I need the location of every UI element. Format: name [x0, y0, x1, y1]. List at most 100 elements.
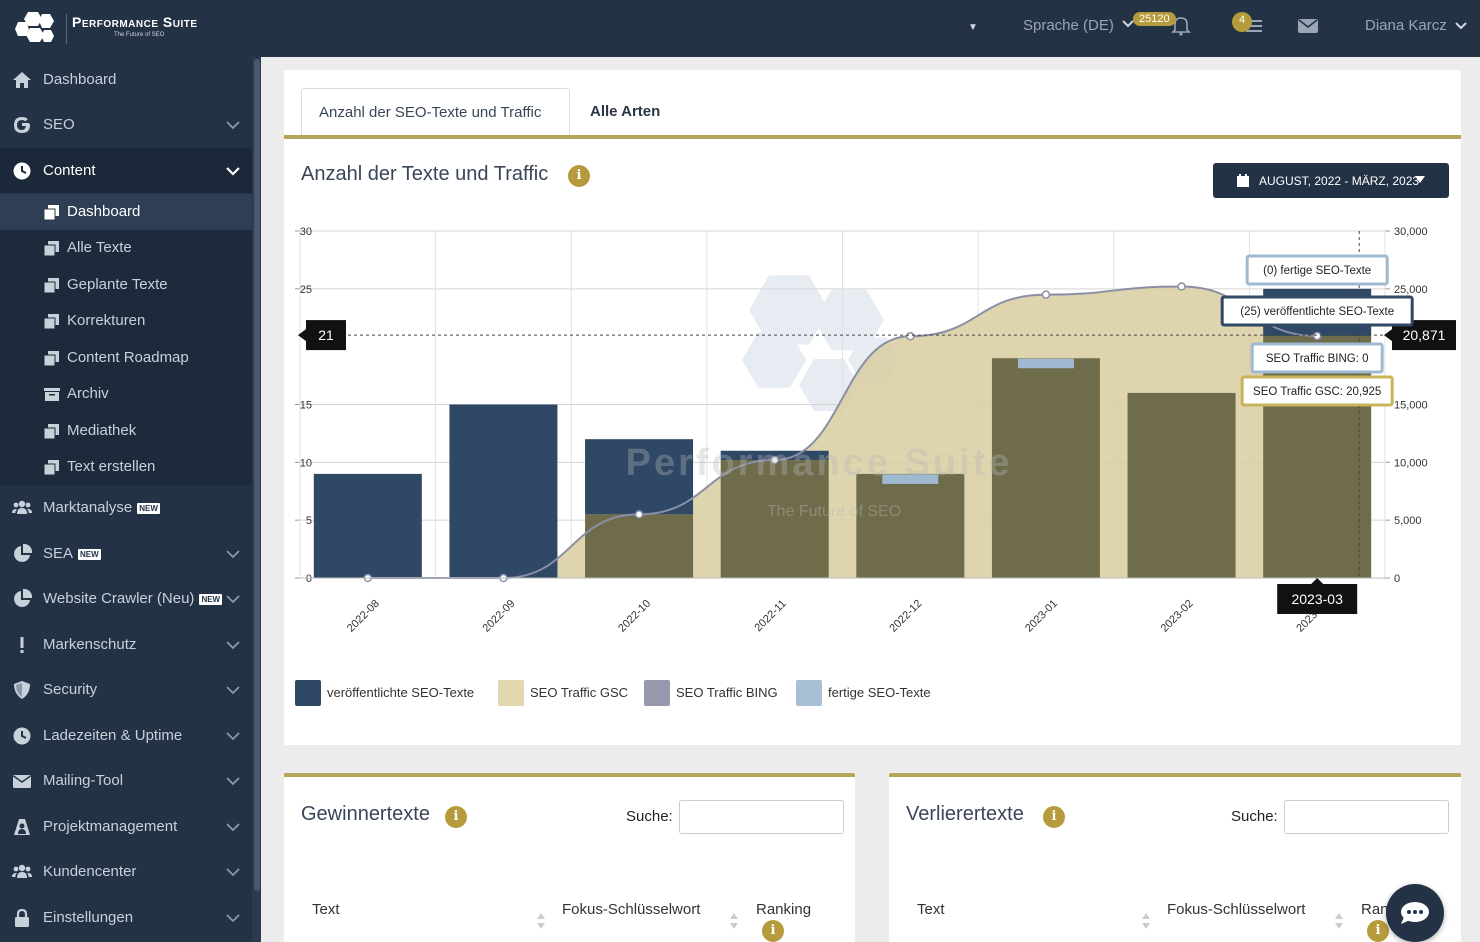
sidebar-item-markenschutz[interactable]: Markenschutz: [0, 622, 252, 667]
sidebar-item-marktanalyse[interactable]: Marktanalyse NEW: [0, 485, 252, 530]
sidebar-item-einstellungen[interactable]: Einstellungen: [0, 895, 252, 940]
tab-label: Anzahl der SEO-Texte und Traffic: [319, 104, 542, 121]
tooltip-label: (25) veröffentlichte SEO-Texte: [1240, 306, 1394, 318]
bar-published: [313, 473, 422, 578]
top-bar: Performance Suite The Future of SEO ▼ Sp…: [0, 0, 1480, 57]
envelope-icon[interactable]: [1297, 18, 1319, 34]
submenu-item-alle-texte[interactable]: Alle Texte: [0, 230, 252, 266]
chevron-down-icon: [226, 914, 240, 923]
losers-card: Verlierertexte i Suche: Text Fokus-Schlü…: [889, 773, 1461, 942]
left-tick-label: 0: [306, 573, 312, 585]
watermark-text: Performance Suite: [626, 442, 1013, 484]
sort-icon[interactable]: [536, 912, 546, 930]
user-menu[interactable]: Diana Karcz: [1365, 17, 1447, 34]
column-header-keyword[interactable]: Fokus-Schlüsselwort: [1167, 901, 1306, 918]
legend-swatch: [498, 680, 524, 706]
copy-icon: [44, 241, 59, 256]
people-icon: [14, 819, 30, 835]
watermark-hexagon: [749, 275, 829, 345]
info-icon[interactable]: i: [1043, 806, 1065, 828]
chevron-down-icon: [226, 823, 240, 832]
info-icon[interactable]: i: [445, 806, 467, 828]
sort-icon[interactable]: [1141, 912, 1151, 930]
search-label: Suche:: [626, 808, 673, 825]
submenu-item-content-roadmap[interactable]: Content Roadmap: [0, 340, 252, 376]
bar-finished: [882, 474, 939, 484]
column-header-text[interactable]: Text: [312, 901, 340, 918]
submenu-item-label: Korrekturen: [67, 312, 146, 329]
crosshair-x-label: 2023-03: [1291, 591, 1343, 607]
crosshair-left-arrow: [298, 329, 306, 342]
archive-icon: [44, 388, 60, 401]
x-tick-label: 2023-02: [1159, 598, 1196, 635]
copy-icon: [44, 205, 59, 220]
x-tick-label: 2022-12: [887, 598, 924, 635]
sidebar-item-kundencenter[interactable]: Kundencenter: [0, 849, 252, 894]
column-header-text[interactable]: Text: [917, 901, 945, 918]
submenu-item-mediathek[interactable]: Mediathek: [0, 413, 252, 449]
chat-button[interactable]: [1386, 884, 1444, 942]
tooltip-label: SEO Traffic BING: 0: [1266, 353, 1369, 365]
x-tick-label: 2022-10: [616, 598, 653, 635]
task-list-icon[interactable]: [1240, 16, 1264, 36]
sidebar: Dashboard SEO Content Dashboard Alle Tex…: [0, 57, 261, 942]
language-selector[interactable]: Sprache (DE): [1023, 17, 1114, 34]
right-tick-label: 5,000: [1394, 515, 1422, 527]
sidebar-item-ladezeiten[interactable]: Ladezeiten & Uptime: [0, 713, 252, 758]
sidebar-item-security[interactable]: Security: [0, 667, 252, 712]
sidebar-item-seo[interactable]: SEO: [0, 102, 252, 147]
submenu-item-dashboard[interactable]: Dashboard: [0, 194, 252, 230]
bar-published: [720, 450, 829, 461]
chart-title: Anzahl der Texte und Traffic: [301, 163, 549, 185]
sidebar-item-mailing-tool[interactable]: Mailing-Tool: [0, 758, 252, 803]
sidebar-item-content[interactable]: Content: [0, 148, 252, 193]
date-range-button[interactable]: AUGUST, 2022 - MÄRZ, 2023: [1213, 163, 1449, 198]
sidebar-item-website-crawler[interactable]: Website Crawler (Neu) NEW: [0, 576, 252, 621]
users-icon: [12, 500, 32, 514]
submenu-item-geplante-texte[interactable]: Geplante Texte: [0, 267, 252, 303]
sidebar-item-label: Markenschutz: [43, 636, 137, 653]
bar-finished: [1017, 358, 1074, 369]
gsc-data-point: [1177, 282, 1186, 291]
winners-search-input[interactable]: [679, 800, 844, 834]
sidebar-item-projektmanagement[interactable]: Projektmanagement: [0, 804, 252, 849]
logo[interactable]: Performance Suite The Future of SEO: [14, 10, 244, 50]
gsc-data-point: [770, 455, 779, 465]
column-header-ranking[interactable]: Ranking: [756, 901, 812, 918]
sidebar-item-sea[interactable]: SEA NEW: [0, 531, 252, 576]
notification-badge[interactable]: 25120: [1133, 12, 1176, 26]
column-header-keyword[interactable]: Fokus-Schlüsselwort: [562, 901, 701, 918]
sidebar-scrollbar-thumb[interactable]: [254, 59, 260, 891]
info-icon[interactable]: i: [762, 920, 784, 942]
gsc-data-point: [1312, 331, 1322, 341]
submenu-item-archiv[interactable]: Archiv: [0, 376, 252, 412]
caret-down-icon[interactable]: ▼: [968, 22, 978, 33]
column-header-ranking[interactable]: Ran: [1361, 901, 1389, 918]
task-badge[interactable]: 4: [1232, 12, 1252, 32]
bar-published: [585, 514, 694, 578]
info-icon[interactable]: i: [1367, 920, 1389, 942]
chevron-down-icon: [226, 686, 240, 695]
sort-icon[interactable]: [1334, 912, 1344, 930]
chevron-down-icon[interactable]: [1455, 20, 1467, 32]
submenu-item-label: Text erstellen: [67, 458, 156, 475]
tab-seo-texte-traffic[interactable]: Anzahl der SEO-Texte und Traffic: [301, 88, 570, 136]
submenu-item-korrekturen[interactable]: Korrekturen: [0, 303, 252, 339]
sort-icon[interactable]: [729, 912, 739, 930]
chevron-down-icon: [226, 732, 240, 741]
traffic-chart[interactable]: 0 0 5 5,000 10 10,000 15 15,000 25 25,000 30 30,000…: [284, 210, 1461, 650]
crosshair-right-arrow: [1384, 329, 1392, 342]
tooltip-label: SEO Traffic GSC: 20,925: [1253, 386, 1381, 398]
crosshair-right-label: 20,871: [1403, 327, 1446, 343]
logo-mark-icon: [15, 12, 54, 42]
gsc-data-point: [634, 510, 644, 519]
submenu-item-text-erstellen[interactable]: Text erstellen: [0, 449, 252, 485]
info-icon[interactable]: i: [568, 165, 590, 187]
legend-label: SEO Traffic BING: [676, 685, 778, 700]
left-tick-label: 5: [306, 515, 312, 527]
sidebar-item-dashboard[interactable]: Dashboard: [0, 57, 252, 102]
logo-tagline: The Future of SEO: [114, 32, 165, 38]
sidebar-item-label: Dashboard: [43, 71, 117, 88]
chevron-down-icon[interactable]: [1122, 18, 1134, 30]
losers-search-input[interactable]: [1284, 800, 1449, 834]
